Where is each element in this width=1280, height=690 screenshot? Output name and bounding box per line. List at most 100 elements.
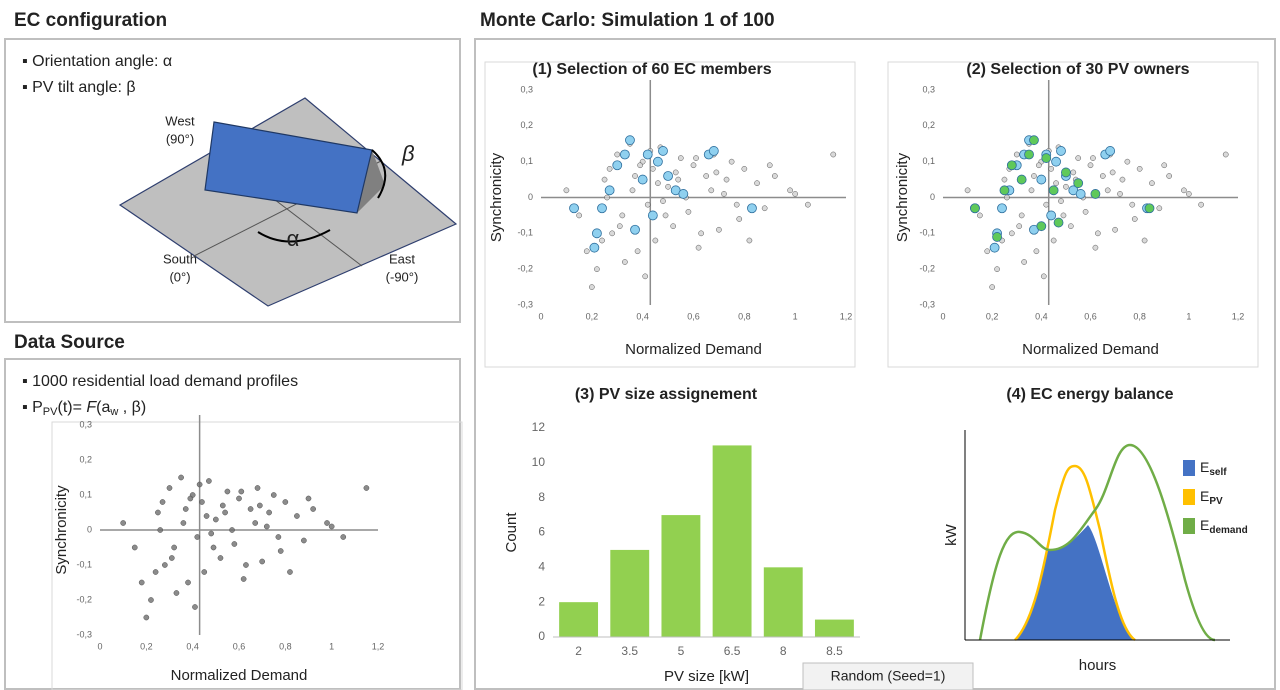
button-bg[interactable] [802,662,974,690]
point [663,171,673,181]
point [616,223,623,230]
point [138,579,145,586]
pv-curve [1014,464,1136,642]
point [231,541,238,547]
point [994,266,1000,273]
point [1090,189,1101,199]
point [363,485,370,491]
point [604,194,610,201]
point [1144,203,1155,214]
point [185,579,191,586]
bar [661,515,701,637]
point [1067,223,1074,230]
point [563,187,570,194]
point [670,223,677,230]
y-tick-label: 0 [930,192,935,202]
button-label[interactable]: Random (Seed=1) [831,668,946,684]
y-tick-label: -0,3 [517,299,533,309]
chart-title: (1) Selection of 60 EC members [532,61,771,78]
point [275,534,282,540]
point [787,187,793,194]
point [642,149,653,160]
point [182,506,189,512]
y-axis-label: Synchronicity [488,152,505,242]
point [224,488,231,495]
panel-title: Monte Carlo: Simulation 1 of 100 [480,10,775,31]
point [277,548,284,554]
point [1048,185,1059,196]
point [1058,198,1064,204]
point [1053,180,1059,187]
x-tick-label: 0,8 [738,311,751,321]
legend-swatch [1183,460,1195,476]
point [259,558,266,565]
point [723,176,730,183]
x-tick-label: 5 [678,644,685,658]
point [695,244,702,251]
point [1050,237,1057,244]
point [210,544,217,551]
legend-swatch [1183,518,1195,534]
point [187,495,194,502]
y-axis-label: Synchronicity [53,485,70,575]
direction-label: South [163,251,197,266]
point [625,135,635,146]
point [747,203,757,214]
panel-title: EC configuration [14,10,167,31]
point [157,527,164,533]
point [713,169,720,176]
y-tick-label: -0,2 [919,264,935,274]
point [1013,151,1020,158]
x-tick-label: 0,8 [279,641,292,651]
x-tick-label: 0,6 [1084,311,1097,321]
point [328,523,335,530]
point [1095,230,1101,237]
point [1041,153,1052,163]
point [310,506,316,512]
random-button[interactable]: Random (Seed=1) [802,662,974,690]
beta-arc [371,149,387,199]
point [1198,201,1204,208]
point [662,212,669,219]
y-tick-label: -0,3 [919,299,935,309]
chart-frame [484,61,856,368]
point [703,173,710,179]
y-tick-label: 0,3 [79,419,92,429]
formula: ▪ PPV(t)= F(aw , β) [22,399,146,418]
point [675,176,682,183]
point [604,185,615,196]
point [792,191,799,197]
bullet-text: PV tilt angle: β [32,79,135,96]
point [301,537,307,544]
formula-part: F [86,399,97,416]
point [992,232,1002,242]
data-panel [4,358,461,690]
point [672,169,679,176]
point [619,149,630,160]
point [1156,205,1163,212]
point [168,555,175,561]
legend-name: E [1200,459,1209,475]
point [219,502,226,509]
x-tick-label: 0 [97,641,102,651]
x-tick-label: 0,6 [687,311,700,321]
point [997,203,1007,214]
point [592,228,602,239]
mc-panel [474,38,1276,690]
point [754,180,760,187]
bar [763,567,803,637]
y-tick-label: -0,2 [76,594,92,604]
y-tick-label: 0 [528,192,533,202]
point [609,230,616,237]
point [229,527,235,533]
point [1051,156,1061,167]
point [1087,162,1094,169]
point [1124,158,1131,165]
point [1166,173,1173,179]
x-tick-label: 0,4 [636,311,649,321]
demand-curve [978,443,1216,642]
y-axis-label: kW [943,523,960,546]
point [194,534,201,540]
bullet: ▪ PV tilt angle: β [22,79,136,96]
point [1053,217,1064,228]
